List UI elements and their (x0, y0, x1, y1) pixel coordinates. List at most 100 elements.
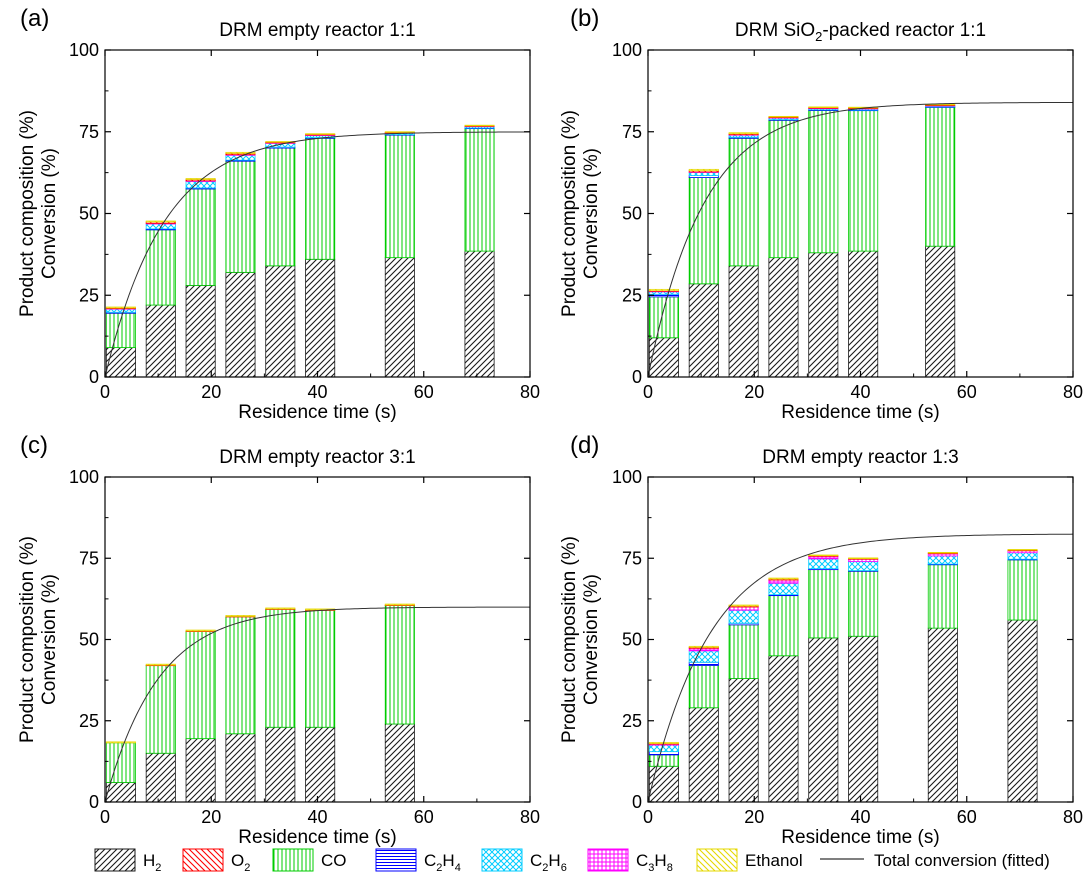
bar-ethanol (728, 604, 759, 607)
x-tick-label: 60 (957, 382, 977, 402)
bar-ethanol (688, 645, 719, 648)
x-axis-label: Residence time (s) (781, 402, 939, 423)
legend: H2 O2 CO C2H4 C2H6 C3H8 Ethanol Total conversio… (94, 848, 1050, 874)
bar-h2 (464, 250, 495, 378)
chart-title: DRM empty reactor 1:3 (762, 447, 958, 468)
x-axis-label: Residence time (s) (781, 827, 939, 848)
bar-co (464, 128, 495, 252)
y-tick-label: 25 (622, 285, 642, 305)
bar-h2 (728, 678, 759, 803)
legend-item-h2: H2 (94, 848, 161, 874)
bars (648, 103, 956, 378)
y-axis-label: Conversion (%) (581, 574, 602, 705)
legend-label: O2 (231, 851, 250, 874)
legend-item-o2: O2 (182, 848, 250, 874)
y-tick-label: 100 (69, 467, 99, 487)
legend-item-c3h8: C3H8 (587, 848, 673, 874)
chart-title: DRM empty reactor 3:1 (219, 447, 415, 468)
bar-c2h6 (688, 650, 719, 663)
x-tick-label: 60 (414, 807, 434, 827)
fit-line (647, 101, 1073, 378)
x-tick-label: 80 (1063, 382, 1083, 402)
bar-co (927, 564, 958, 629)
y-tick-label: 50 (79, 204, 99, 224)
bar-c2h6 (927, 555, 958, 565)
x-tick-label: 0 (100, 382, 110, 402)
x-axis-label: Residence time (s) (238, 827, 396, 848)
bar-ethanol (808, 106, 839, 108)
bar-co (768, 119, 799, 259)
y-tick-label: 50 (622, 204, 642, 224)
y-tick-label: 100 (69, 40, 99, 60)
bar-c2h6 (728, 609, 759, 624)
bar-h2 (648, 337, 679, 378)
bar-ethanol (185, 178, 216, 180)
bar-h2 (265, 265, 296, 378)
bar-ethanol (185, 629, 216, 632)
bars (648, 549, 1038, 803)
x-tick-label: 60 (957, 807, 977, 827)
bar-co (808, 110, 839, 254)
bar-ethanol (105, 306, 136, 309)
x-tick-label: 60 (414, 382, 434, 402)
y-tick-label: 25 (622, 711, 642, 731)
bar-co (925, 106, 956, 247)
bar-ethanol (384, 603, 415, 606)
x-tick-label: 20 (201, 382, 221, 402)
chart-panel-3: (c) DRM empty reactor 3:1 0 20 40 60 80 0 25 50 75… (17, 432, 540, 848)
bar-co (768, 595, 799, 657)
x-tick-label: 40 (850, 807, 870, 827)
y-tick-label: 50 (622, 630, 642, 650)
bar-h2 (185, 285, 216, 378)
y-tick-label: 0 (89, 792, 99, 812)
y-axis-label: Conversion (%) (39, 574, 60, 705)
bars (105, 124, 495, 378)
bar-ethanol (927, 552, 958, 554)
bar-h2 (808, 252, 839, 378)
bar-co (145, 665, 176, 754)
bar-ethanol (1007, 549, 1038, 551)
legend-swatch (696, 848, 738, 872)
y-tick-label: 25 (79, 711, 99, 731)
x-tick-label: 0 (100, 807, 110, 827)
chart-panel-1: (a) DRM empty reactor 1:1 0 20 40 60 80 0 25 50 75… (17, 5, 540, 423)
x-tick-label: 40 (307, 382, 327, 402)
x-tick-label: 40 (850, 382, 870, 402)
legend-label: C3H8 (636, 851, 673, 874)
legend-item-fit: Total conversion (fitted) (820, 851, 1050, 870)
bar-ethanol (688, 168, 719, 172)
bar-ethanol (265, 607, 296, 610)
bars (105, 603, 415, 803)
bar-co (648, 754, 679, 767)
legend-item-co: CO (272, 848, 347, 872)
legend-swatch (94, 848, 136, 872)
bar-co (265, 147, 296, 267)
bar-h2 (105, 782, 136, 803)
y-tick-label: 0 (632, 367, 642, 387)
x-tick-label: 40 (307, 807, 327, 827)
legend-label: Ethanol (745, 851, 803, 870)
y-tick-label: 75 (79, 122, 99, 142)
bar-c2h6 (648, 744, 679, 753)
bar-h2 (927, 627, 958, 803)
bar-co (305, 609, 336, 728)
legend-swatch (182, 848, 224, 872)
bar-ethanol (768, 115, 799, 118)
bar-ethanol (225, 615, 256, 617)
bar-co (648, 296, 679, 339)
bar-co (688, 665, 719, 709)
legend-item-c2h4: C2H4 (375, 848, 461, 874)
bar-h2 (305, 258, 336, 378)
bar-co (384, 604, 415, 725)
bar-co (728, 624, 759, 679)
chart-title: DRM SiO2-packed reactor 1:1 (735, 20, 986, 44)
y-tick-label: 75 (622, 122, 642, 142)
bar-c2h6 (808, 558, 839, 570)
bar-h2 (305, 726, 336, 803)
bar-ethanol (808, 554, 839, 557)
bar-c2h4 (648, 751, 679, 756)
bar-h2 (185, 738, 216, 803)
bar-ethanol (225, 151, 256, 154)
legend-swatch (375, 848, 417, 872)
